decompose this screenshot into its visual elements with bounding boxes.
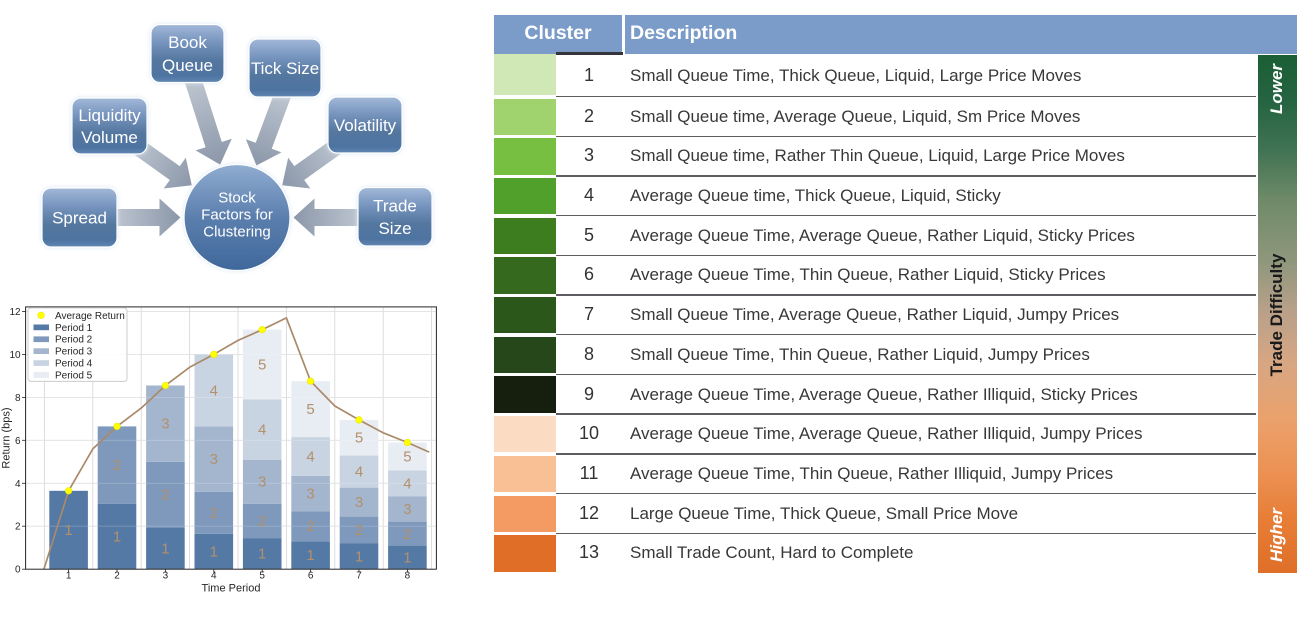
svg-text:Spread: Spread xyxy=(52,209,107,228)
svg-text:3: 3 xyxy=(355,494,363,511)
svg-text:1: 1 xyxy=(403,549,411,566)
svg-text:2: 2 xyxy=(258,513,266,530)
svg-text:2: 2 xyxy=(210,505,218,522)
svg-text:2: 2 xyxy=(114,571,120,582)
svg-text:4: 4 xyxy=(211,571,217,582)
svg-text:1: 1 xyxy=(355,548,363,565)
svg-text:1: 1 xyxy=(258,546,266,563)
svg-text:12: 12 xyxy=(9,307,21,318)
svg-text:Size: Size xyxy=(378,219,411,238)
svg-text:3: 3 xyxy=(403,501,411,518)
svg-text:4: 4 xyxy=(210,382,218,399)
svg-text:Trade: Trade xyxy=(373,197,417,216)
svg-text:7: 7 xyxy=(356,571,362,582)
svg-text:8: 8 xyxy=(405,571,411,582)
svg-text:3: 3 xyxy=(258,474,266,491)
svg-text:5: 5 xyxy=(306,401,314,418)
svg-text:2: 2 xyxy=(15,522,21,533)
svg-text:2: 2 xyxy=(403,526,411,543)
svg-text:4: 4 xyxy=(258,422,266,439)
svg-text:5: 5 xyxy=(403,448,411,465)
svg-text:2: 2 xyxy=(161,487,169,504)
svg-text:Return (bps): Return (bps) xyxy=(1,407,13,468)
svg-text:8: 8 xyxy=(15,393,21,404)
svg-text:Period 5: Period 5 xyxy=(55,370,93,381)
svg-text:Factors for: Factors for xyxy=(201,207,273,224)
svg-text:Period 2: Period 2 xyxy=(55,335,93,346)
svg-text:2: 2 xyxy=(113,457,121,474)
svg-text:Tick Size: Tick Size xyxy=(251,59,319,78)
svg-text:1: 1 xyxy=(64,522,72,539)
svg-text:Queue: Queue xyxy=(162,56,213,75)
svg-text:1: 1 xyxy=(113,528,121,545)
svg-text:2: 2 xyxy=(306,518,314,535)
svg-text:1: 1 xyxy=(66,571,72,582)
svg-text:Period 4: Period 4 xyxy=(55,359,93,370)
svg-text:1: 1 xyxy=(210,544,218,561)
svg-text:Liquidity: Liquidity xyxy=(78,106,141,125)
svg-text:3: 3 xyxy=(210,451,218,468)
svg-text:6: 6 xyxy=(15,436,21,447)
svg-text:Average Return: Average Return xyxy=(55,311,125,322)
svg-text:6: 6 xyxy=(308,571,314,582)
svg-text:4: 4 xyxy=(403,475,411,492)
svg-text:5: 5 xyxy=(259,571,265,582)
svg-text:4: 4 xyxy=(15,479,21,490)
svg-text:3: 3 xyxy=(163,571,169,582)
svg-text:2: 2 xyxy=(355,522,363,539)
svg-text:Period 1: Period 1 xyxy=(55,323,93,334)
svg-text:1: 1 xyxy=(306,547,314,564)
svg-text:4: 4 xyxy=(306,448,314,465)
svg-text:5: 5 xyxy=(258,357,266,374)
svg-text:3: 3 xyxy=(161,416,169,433)
svg-text:Time Period: Time Period xyxy=(202,583,261,595)
svg-text:Clustering: Clustering xyxy=(203,224,271,241)
svg-text:0: 0 xyxy=(15,565,21,576)
svg-text:3: 3 xyxy=(306,486,314,503)
svg-text:5: 5 xyxy=(355,430,363,447)
svg-text:Volatility: Volatility xyxy=(334,116,397,135)
svg-text:Book: Book xyxy=(168,33,207,52)
svg-text:Volume: Volume xyxy=(81,128,138,147)
svg-text:4: 4 xyxy=(355,464,363,481)
svg-text:Stock: Stock xyxy=(218,190,256,207)
svg-text:Period 3: Period 3 xyxy=(55,347,93,358)
svg-text:10: 10 xyxy=(9,350,21,361)
svg-text:1: 1 xyxy=(161,540,169,557)
